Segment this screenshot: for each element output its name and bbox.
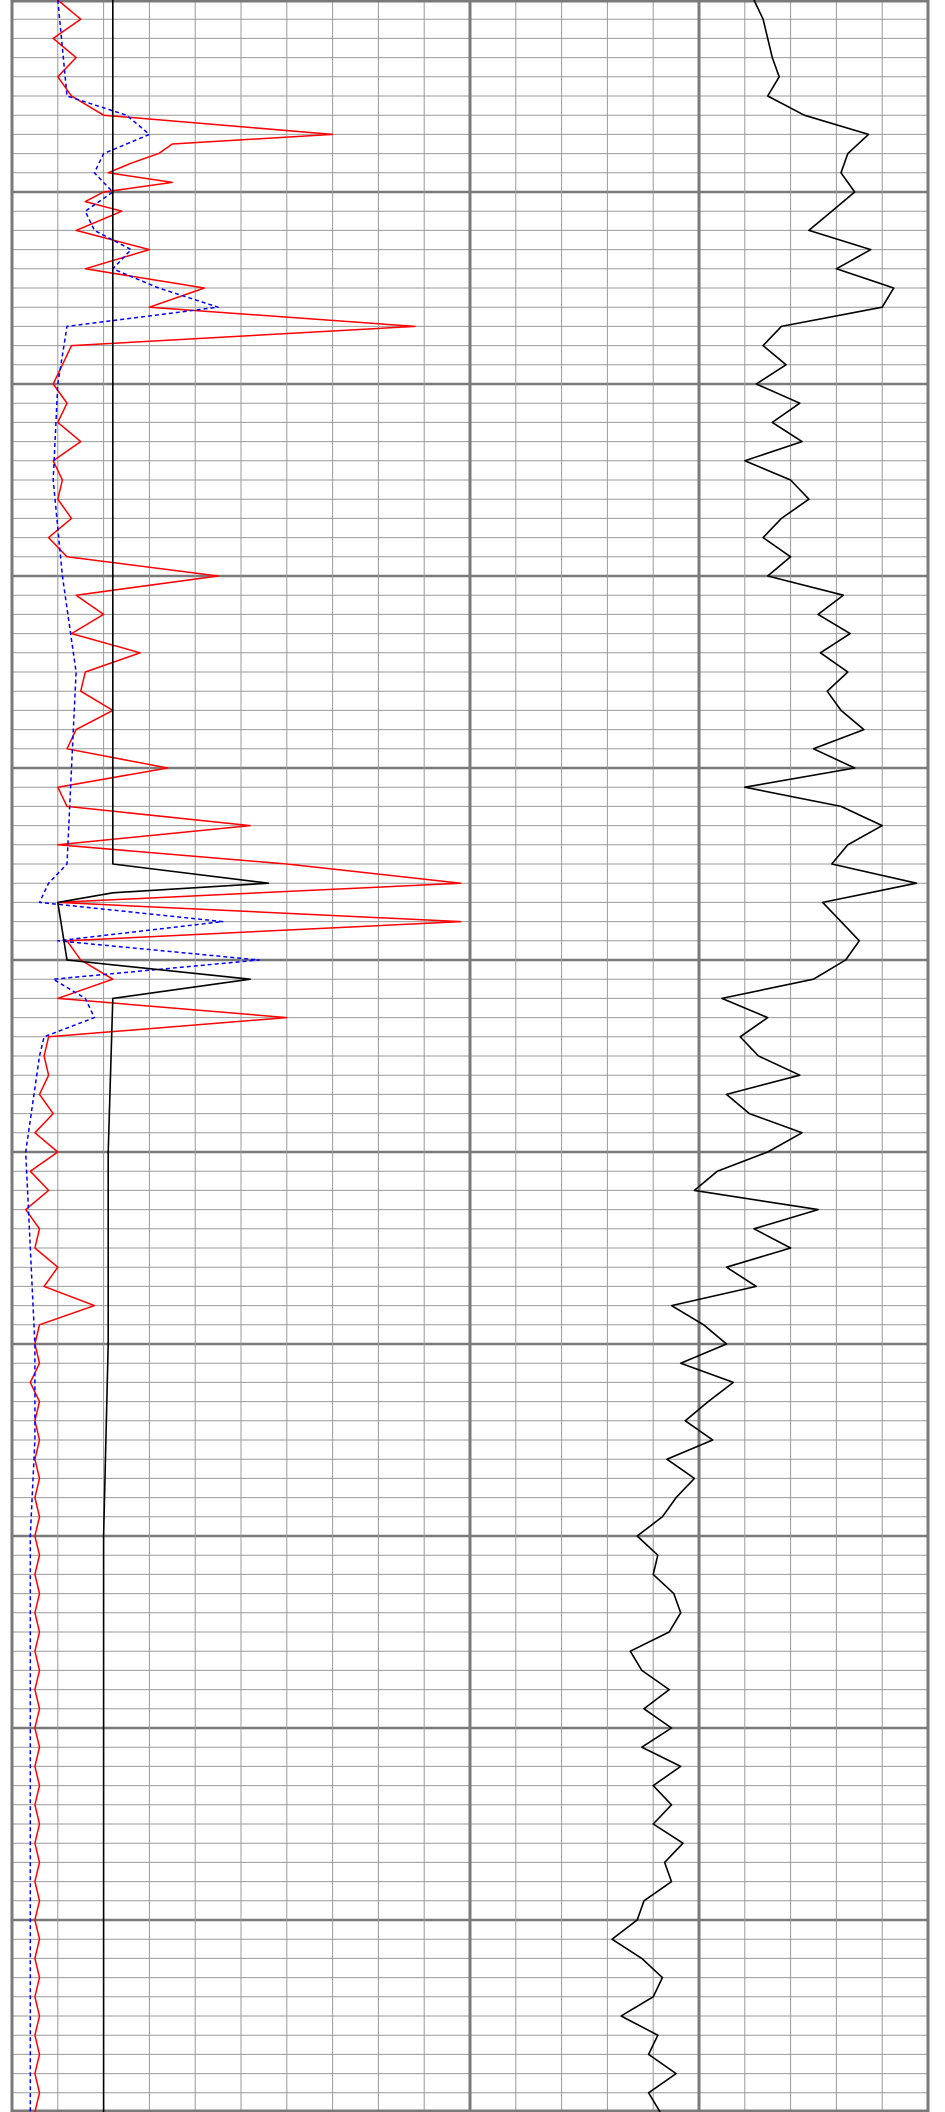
right-panel-black-curve	[611, 0, 918, 2112]
left-panel-black-curve	[56, 0, 270, 2112]
left-panel-red-curve	[24, 0, 462, 2112]
plot-frame	[10, 0, 930, 2112]
left-panel-blue-curve	[24, 0, 261, 2112]
grid	[10, 0, 930, 2112]
curves	[24, 0, 918, 2112]
